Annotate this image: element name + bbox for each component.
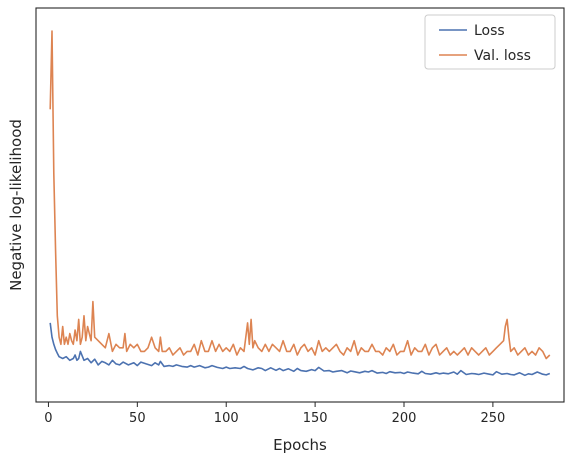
x-axis-label: Epochs — [273, 436, 327, 454]
legend-label-loss: Loss — [474, 23, 505, 39]
x-tick-label: 100 — [214, 411, 239, 426]
legend: Loss Val. loss — [424, 14, 556, 70]
y-axis-label: Negative log-likelihood — [7, 119, 25, 291]
x-axis-ticks: 0 50 100 150 200 250 — [44, 402, 505, 426]
x-tick-label: 200 — [392, 411, 417, 426]
x-tick-label: 50 — [129, 411, 146, 426]
plot-area — [49, 30, 551, 377]
axes-frame — [35, 7, 565, 403]
x-tick-label: 0 — [44, 411, 52, 426]
series-line-loss — [49, 322, 551, 377]
series-line-val-loss — [49, 30, 551, 360]
x-tick-label: 150 — [303, 411, 328, 426]
x-tick-label: 250 — [480, 411, 505, 426]
legend-label-val-loss: Val. loss — [474, 48, 531, 64]
